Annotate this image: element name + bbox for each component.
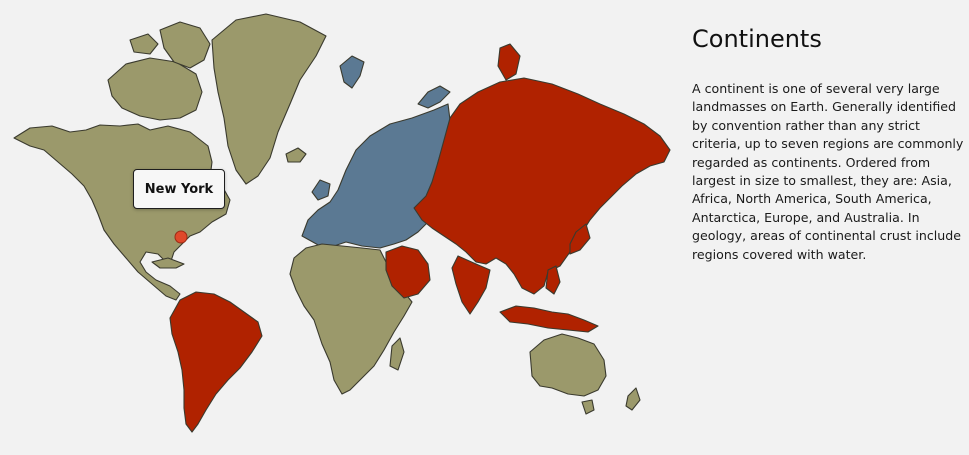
europe-mainland[interactable] — [301, 103, 451, 249]
world-map[interactable]: New York — [0, 0, 680, 455]
continent-south-america[interactable] — [169, 291, 263, 433]
hudson-area-island[interactable] — [129, 33, 159, 55]
indonesia-islands[interactable] — [499, 305, 599, 333]
africa-landmass[interactable] — [289, 243, 413, 395]
north-america-mainland[interactable] — [13, 123, 231, 301]
map-tooltip: New York — [133, 169, 225, 209]
continent-greenland[interactable] — [211, 13, 327, 185]
continent-europe[interactable] — [301, 55, 451, 249]
continent-asia[interactable] — [385, 43, 671, 333]
novaya-zemlya[interactable] — [417, 85, 451, 109]
tasmania-island[interactable] — [581, 399, 595, 415]
greenland-landmass[interactable] — [211, 13, 327, 185]
asia-mainland[interactable] — [413, 77, 671, 295]
continent-north-america[interactable] — [13, 21, 231, 301]
british-isles[interactable] — [311, 179, 331, 201]
scandinavia[interactable] — [339, 55, 365, 89]
madagascar-island[interactable] — [389, 337, 405, 371]
south-america-landmass[interactable] — [169, 291, 263, 433]
info-title: Continents — [692, 25, 822, 53]
new-zealand-islands[interactable] — [625, 387, 641, 411]
tooltip-label: New York — [144, 181, 214, 197]
iceland-island[interactable] — [285, 147, 307, 163]
info-panel: Continents A continent is one of several… — [692, 22, 966, 264]
world-map-svg[interactable] — [0, 0, 680, 455]
info-body: A continent is one of several very large… — [692, 81, 964, 262]
philippines-islands[interactable] — [545, 265, 561, 295]
japan-islands[interactable] — [569, 223, 591, 255]
baffin-island[interactable] — [159, 21, 211, 69]
new-york-marker[interactable] — [174, 230, 188, 244]
arctic-siberian-island[interactable] — [497, 43, 521, 81]
continent-australia[interactable] — [529, 333, 641, 415]
cuba-island[interactable] — [151, 257, 185, 269]
continent-africa[interactable] — [289, 243, 413, 395]
indian-subcontinent[interactable] — [451, 255, 491, 315]
arabian-peninsula[interactable] — [385, 245, 431, 299]
canadian-arctic-islands[interactable] — [107, 57, 203, 121]
australia-landmass[interactable] — [529, 333, 607, 397]
